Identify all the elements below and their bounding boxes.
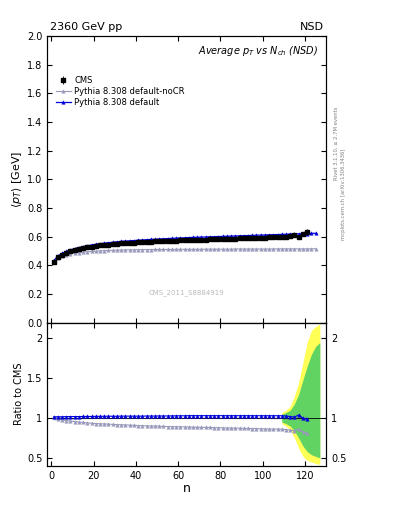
X-axis label: n: n bbox=[183, 482, 191, 495]
Text: mcplots.cern.ch [arXiv:1306.3436]: mcplots.cern.ch [arXiv:1306.3436] bbox=[342, 149, 346, 240]
Text: NSD: NSD bbox=[299, 22, 323, 32]
Pythia 8.308 default-noCR bbox=[51, 258, 56, 264]
Pythia 8.308 default bbox=[174, 235, 178, 241]
Pythia 8.308 default-noCR bbox=[174, 246, 178, 252]
Line: Pythia 8.308 default: Pythia 8.308 default bbox=[52, 231, 318, 263]
Pythia 8.308 default bbox=[182, 235, 187, 241]
Pythia 8.308 default-noCR bbox=[233, 246, 238, 252]
Pythia 8.308 default bbox=[313, 230, 318, 237]
Y-axis label: $\langle p_T\rangle$ [GeV]: $\langle p_T\rangle$ [GeV] bbox=[10, 151, 24, 208]
Pythia 8.308 default-noCR bbox=[313, 246, 318, 252]
Text: Rivet 3.1.10, ≥ 2.7M events: Rivet 3.1.10, ≥ 2.7M events bbox=[334, 106, 338, 180]
Pythia 8.308 default bbox=[309, 230, 314, 237]
Legend: CMS, Pythia 8.308 default-noCR, Pythia 8.308 default: CMS, Pythia 8.308 default-noCR, Pythia 8… bbox=[54, 74, 186, 109]
Text: Average $p_T$ vs $N_{ch}$ (NSD): Average $p_T$ vs $N_{ch}$ (NSD) bbox=[198, 45, 318, 58]
Pythia 8.308 default bbox=[123, 238, 128, 244]
Line: Pythia 8.308 default-noCR: Pythia 8.308 default-noCR bbox=[52, 247, 318, 263]
Pythia 8.308 default-noCR bbox=[132, 247, 136, 253]
Pythia 8.308 default-noCR bbox=[309, 246, 314, 252]
Pythia 8.308 default bbox=[132, 238, 136, 244]
Y-axis label: Ratio to CMS: Ratio to CMS bbox=[14, 363, 24, 425]
Pythia 8.308 default bbox=[51, 258, 56, 264]
Pythia 8.308 default-noCR bbox=[182, 246, 187, 252]
Pythia 8.308 default bbox=[233, 233, 238, 239]
Text: CMS_2011_S8884919: CMS_2011_S8884919 bbox=[149, 289, 224, 295]
Text: 2360 GeV pp: 2360 GeV pp bbox=[50, 22, 122, 32]
Pythia 8.308 default-noCR bbox=[123, 247, 128, 253]
